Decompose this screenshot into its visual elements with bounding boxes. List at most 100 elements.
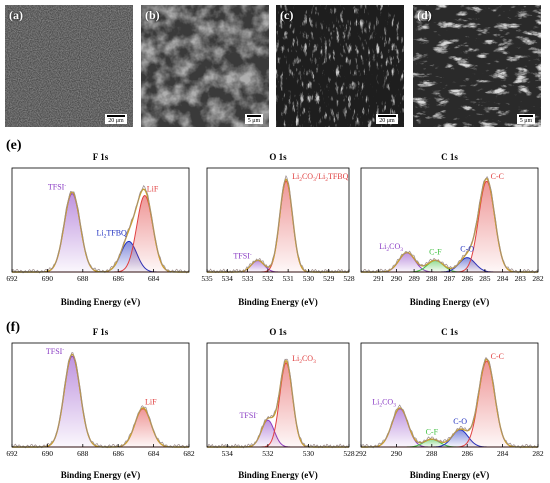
x-tick-label: 292 [355, 449, 367, 458]
peak-label: C-C [491, 352, 504, 361]
x-axis-label: Binding Energy (eV) [238, 470, 318, 480]
xps-panel-e-o1s: O 1s TFSI- Li2CO3/Li2TFBQ 535 534 533 532 531 53… [201, 150, 355, 290]
xps-panel-e-c1s: C 1s Li2CO3 C-F C-O C-C 291 290 289 288 287 286 285… [357, 150, 544, 290]
plot-frame [206, 342, 350, 448]
x-tick-label: 688 [77, 274, 89, 283]
x-axis-label: Binding Energy (eV) [60, 470, 141, 480]
scale-bar: 20 μm [105, 114, 127, 124]
chart-title: F 1s [93, 327, 109, 337]
x-axis-label: Binding Energy (eV) [238, 297, 318, 307]
peak-tfsi- [12, 355, 189, 448]
x-tick-label: 288 [426, 449, 438, 458]
x-tick-label: 282 [532, 274, 544, 283]
x-tick-label: 684 [148, 274, 160, 283]
scale-bar: 5 μm [517, 114, 535, 124]
x-tick-label: 286 [462, 274, 474, 283]
x-tick-label: 531 [283, 274, 295, 283]
peak-label: Li2TFBQ [97, 228, 128, 239]
x-tick-label: 290 [391, 449, 403, 458]
x-tick-label: 533 [242, 274, 254, 283]
sem-panel-label: (a) [9, 8, 23, 22]
x-tick-label: 684 [148, 449, 160, 458]
x-tick-label: 692 [6, 449, 18, 458]
chart-title: O 1s [269, 152, 287, 162]
peak-label: C-O [460, 245, 474, 254]
peak-label: C-C [491, 172, 504, 181]
sem-texture-a [5, 5, 133, 127]
sem-texture-b [141, 5, 269, 127]
x-tick-label: 529 [323, 274, 335, 283]
sem-image-b: (b) 5 μm [141, 5, 269, 127]
peak-label: C-F [426, 427, 439, 436]
plot-area [11, 352, 190, 449]
peak-lif [12, 408, 189, 448]
x-tick-label: 528 [343, 274, 355, 283]
sem-image-c: (c) 20 μm [276, 5, 404, 127]
x-tick-label: 286 [462, 449, 474, 458]
scale-bar: 20 μm [376, 114, 398, 124]
plot-frame [206, 167, 350, 273]
peak-label: TFSI- [233, 252, 251, 261]
raw-spectrum [360, 356, 539, 449]
sem-texture-c [276, 5, 404, 127]
raw-spectrum [11, 352, 190, 449]
x-tick-label: 289 [408, 274, 420, 283]
peak-label: TFSI- [240, 411, 258, 420]
x-tick-label: 287 [444, 274, 456, 283]
raw-spectrum [360, 175, 539, 274]
x-tick-label: 288 [426, 274, 438, 283]
x-tick-label: 290 [391, 274, 403, 283]
x-tick-label: 528 [343, 449, 355, 458]
peak-label: C-F [429, 248, 442, 257]
fit-envelope [361, 177, 538, 273]
chart-title: C 1s [441, 327, 458, 337]
x-tick-label: 532 [262, 449, 274, 458]
x-tick-label: 682 [183, 449, 195, 458]
plot-frame [360, 342, 539, 448]
x-tick-label: 686 [113, 274, 125, 283]
plot-frame [11, 342, 190, 448]
x-tick-label: 285 [479, 274, 491, 283]
row-label-f: (f) [6, 320, 20, 335]
peak-label: Li2CO3 [379, 242, 403, 253]
chart-title: O 1s [269, 327, 287, 337]
x-axis-label: Binding Energy (eV) [409, 297, 490, 307]
sem-panel-label: (b) [145, 8, 160, 22]
plot-area [206, 358, 350, 449]
chart-title: F 1s [93, 152, 109, 162]
sem-panel-label: (d) [417, 8, 432, 22]
xps-panel-e-f1s: F 1s TFSI- Li2TFBQ LiF 692 690 688 686 684 [6, 150, 193, 290]
scale-bar: 5 μm [245, 114, 263, 124]
peak-label: Li2CO3/Li2TFBQ [292, 172, 349, 183]
x-axis-label: Binding Energy (eV) [60, 297, 141, 307]
x-tick-label: 532 [262, 274, 274, 283]
raw-spectrum [206, 174, 350, 274]
plot-frame [11, 167, 190, 273]
x-tick-label: 291 [373, 274, 385, 283]
x-tick-label: 282 [532, 449, 544, 458]
peak-label: LiF [145, 398, 157, 407]
sem-image-a: (a) 20 μm [5, 5, 133, 127]
chart-title: C 1s [441, 152, 458, 162]
xps-panel-f-o1s: O 1s TFSI- Li2CO3 534 532 530 528 [203, 325, 355, 465]
sem-panel-label: (c) [280, 8, 294, 22]
x-tick-label: 530 [303, 274, 315, 283]
plot-area [206, 174, 350, 274]
x-tick-label: 530 [303, 449, 315, 458]
peak-label: LiF [147, 184, 159, 193]
peak-c-c [361, 180, 538, 273]
row-label-e: (e) [6, 138, 22, 153]
xps-panel-f-c1s: C 1s Li2CO3 C-F C-O C-C 292 290 288 286 284 282 [355, 325, 544, 465]
x-tick-label: 690 [42, 449, 54, 458]
x-tick-label: 284 [497, 274, 509, 283]
peak-label: Li2CO3 [372, 398, 396, 409]
peak-li2co3 [207, 362, 349, 448]
sem-texture-d [413, 5, 541, 127]
x-tick-label: 692 [6, 274, 18, 283]
x-tick-label: 535 [201, 274, 213, 283]
x-tick-label: 690 [42, 274, 54, 283]
x-tick-label: 283 [515, 274, 527, 283]
x-tick-label: 534 [222, 274, 234, 283]
x-tick-label: 284 [497, 449, 509, 458]
plot-area [360, 175, 539, 274]
